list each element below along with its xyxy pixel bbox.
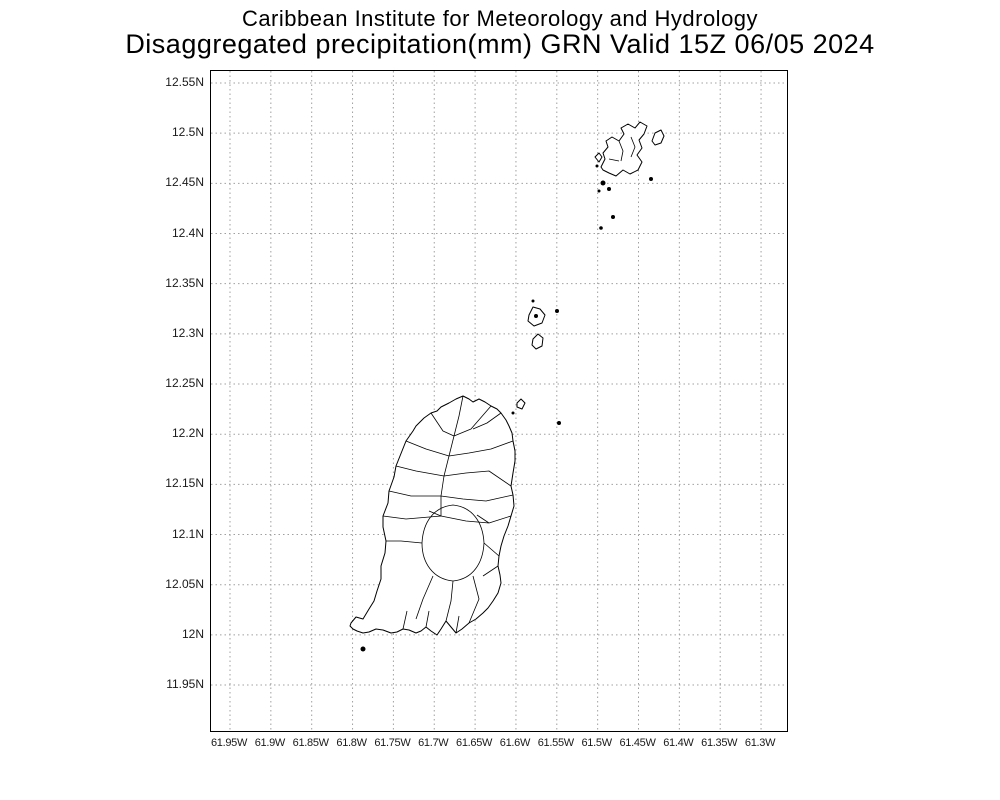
island-outlines bbox=[349, 121, 665, 652]
x-axis-tick-label: 61.45W bbox=[619, 737, 656, 749]
y-axis-tick-label: 12.05N bbox=[165, 576, 204, 591]
y-axis-tick-label: 12.25N bbox=[165, 376, 204, 391]
y-axis-tick-label: 12.2N bbox=[171, 426, 204, 441]
y-axis-tick-label: 12.5N bbox=[171, 125, 204, 140]
x-axis-tick-label: 61.5W bbox=[581, 737, 612, 749]
grid-lines bbox=[211, 71, 787, 731]
sugarloaf-islet-coastline bbox=[516, 398, 526, 410]
y-axis-tick-label: 12.55N bbox=[165, 75, 204, 89]
x-axis-tick-label: 61.3W bbox=[744, 737, 776, 749]
x-axis-tick-label: 61.75W bbox=[374, 737, 411, 749]
petite-martinique-coastline bbox=[651, 129, 665, 146]
x-axis-tick-label: 61.35W bbox=[701, 737, 738, 749]
y-axis-tick-label: 11.95N bbox=[166, 677, 204, 692]
sandy-islet-coastline bbox=[594, 152, 603, 163]
x-axis-tick-label: 61.4W bbox=[663, 737, 694, 749]
caille-island-coastline bbox=[531, 333, 544, 350]
x-axis-tick-label: 61.95W bbox=[210, 737, 248, 749]
y-axis-tick-label: 12.3N bbox=[171, 325, 204, 340]
institute-title: Caribbean Institute for Meteorology and … bbox=[241, 6, 759, 31]
x-axis-tick-label: 61.7W bbox=[418, 737, 449, 749]
map-plot-area bbox=[210, 70, 788, 732]
carriacou-watershed-boundaries bbox=[608, 136, 636, 162]
y-axis-tick-label: 12.15N bbox=[165, 476, 204, 491]
y-axis-tick-label: 12.35N bbox=[165, 275, 204, 290]
x-axis-tick-label: 61.65W bbox=[456, 737, 493, 749]
x-axis-tick-label: 61.9W bbox=[254, 737, 286, 749]
x-axis-tick-label: 61.55W bbox=[537, 737, 574, 749]
x-axis-tick-label: 61.85W bbox=[292, 737, 329, 749]
map-canvas bbox=[211, 71, 787, 731]
grenada-watershed-boundaries bbox=[382, 395, 514, 634]
grenada-coastline bbox=[349, 395, 516, 636]
y-axis-tick-label: 12.1N bbox=[171, 526, 204, 541]
carriacou-coastline bbox=[600, 121, 648, 177]
x-axis-tick-label: 61.6W bbox=[499, 737, 531, 749]
y-axis-tick-label: 12.45N bbox=[165, 175, 204, 190]
y-axis-tick-label: 12N bbox=[181, 626, 204, 641]
y-axis-tick-label: 12.4N bbox=[171, 225, 204, 240]
x-axis-tick-label: 61.8W bbox=[336, 737, 367, 749]
minor-islets bbox=[360, 164, 653, 652]
product-title: Disaggregated precipitation(mm) GRN Vali… bbox=[125, 29, 875, 59]
